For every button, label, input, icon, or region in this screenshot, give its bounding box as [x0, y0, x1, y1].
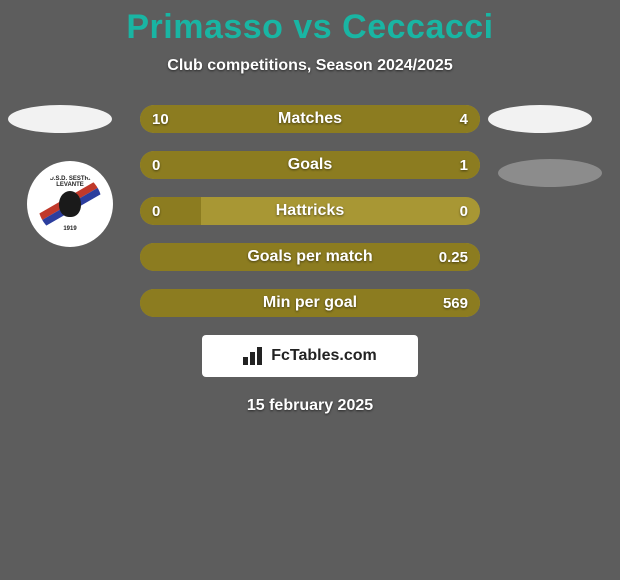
- title-mid: vs: [283, 8, 342, 46]
- bar-row: Hattricks0 0: [140, 197, 480, 225]
- bar-icon-1: [243, 357, 248, 365]
- content: Primasso vs Ceccacci Club competitions, …: [0, 0, 620, 415]
- bar-icon-2: [250, 352, 255, 365]
- bar-row: Goals per match0.25: [140, 243, 480, 271]
- bar-label: Min per goal: [140, 294, 480, 312]
- left-ellipse: [8, 105, 112, 133]
- badge-head-icon: [59, 191, 81, 217]
- bar-label: Goals: [140, 156, 480, 174]
- page-title: Primasso vs Ceccacci: [0, 0, 620, 47]
- team-badge-inner: U.S.D. SESTRI LEVANTE 1919: [38, 172, 102, 236]
- fctables-logo: FcTables.com: [202, 335, 418, 377]
- bar-value-left: 0: [152, 203, 160, 220]
- bar-value-right: 0.25: [439, 249, 468, 266]
- bar-label: Matches: [140, 110, 480, 128]
- bar-label: Hattricks: [140, 202, 480, 220]
- bar-value-right: 4: [460, 111, 468, 128]
- logo-text: FcTables.com: [271, 347, 377, 365]
- bar-value-left: 0: [152, 157, 160, 174]
- bar-value-right: 569: [443, 295, 468, 312]
- badge-bot-text: 1919: [38, 226, 102, 232]
- date-line: 15 february 2025: [0, 397, 620, 415]
- bar-chart-icon: [243, 347, 265, 365]
- bar-row: Min per goal569: [140, 289, 480, 317]
- bar-label: Goals per match: [140, 248, 480, 266]
- bar-value-right: 1: [460, 157, 468, 174]
- team-badge: U.S.D. SESTRI LEVANTE 1919: [27, 161, 113, 247]
- bar-value-right: 0: [460, 203, 468, 220]
- right-top-ellipse: [488, 105, 592, 133]
- bar-value-left: 10: [152, 111, 169, 128]
- title-left: Primasso: [126, 8, 283, 46]
- subtitle: Club competitions, Season 2024/2025: [0, 57, 620, 75]
- bar-icon-3: [257, 347, 262, 365]
- bar-row: Matches10 4: [140, 105, 480, 133]
- bar-row: Goals0 1: [140, 151, 480, 179]
- comparison-bars: U.S.D. SESTRI LEVANTE 1919 Matches104Goa…: [0, 105, 620, 415]
- right-bot-ellipse: [498, 159, 602, 187]
- title-right: Ceccacci: [342, 8, 493, 46]
